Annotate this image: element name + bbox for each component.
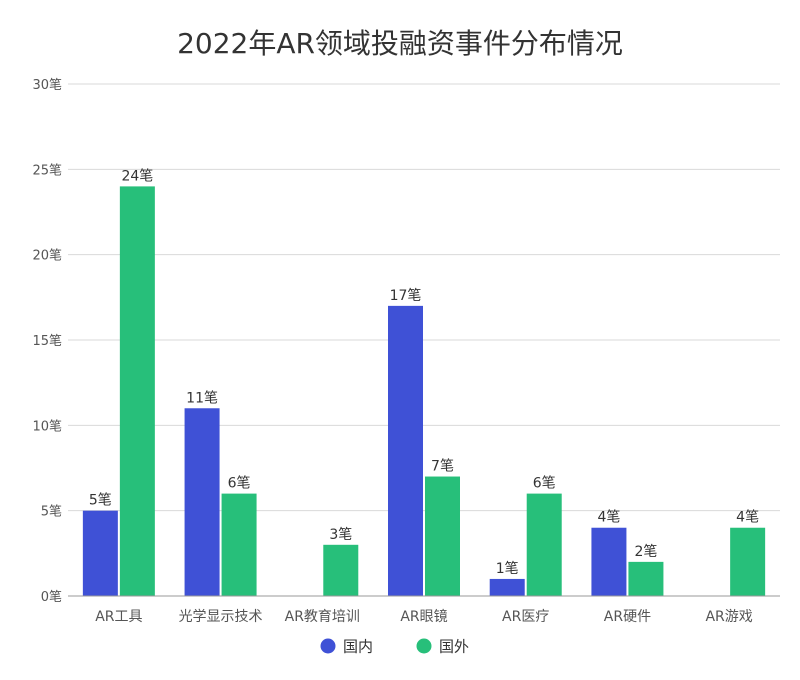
bar-foreign: [628, 561, 664, 596]
bar-domestic: [388, 305, 423, 596]
bar-domestic: [82, 510, 118, 596]
x-axis-categories: AR工具 光学显示技术 AR教育培训 AR眼镜 AR医疗 AR硬件 AR游戏: [95, 609, 753, 625]
x-category-label: AR医疗: [502, 609, 549, 625]
data-label: 6笔: [533, 476, 556, 492]
data-label: 4笔: [597, 510, 620, 526]
grid-lines: [68, 83, 780, 512]
x-category-label: AR工具: [95, 609, 142, 625]
legend: 国内 国外: [320, 638, 470, 656]
data-label: 5笔: [89, 493, 112, 509]
legend-swatch: [416, 638, 432, 654]
data-label: 24笔: [121, 168, 153, 184]
y-axis-ticks: 0笔 5笔 10笔 15笔 20笔 25笔 30笔: [32, 77, 62, 605]
legend-swatch: [320, 638, 336, 654]
data-label: 6笔: [228, 476, 251, 492]
y-tick-label: 0笔: [41, 589, 62, 605]
data-label: 4笔: [736, 510, 759, 526]
x-category-label: AR眼镜: [400, 609, 447, 625]
legend-item-domestic[interactable]: 国内: [320, 638, 374, 656]
bars: [82, 186, 766, 596]
bar-foreign: [425, 476, 460, 596]
legend-item-foreign[interactable]: 国外: [416, 638, 470, 656]
bar-foreign: [730, 527, 766, 596]
bar-domestic: [184, 408, 220, 596]
y-tick-label: 30笔: [32, 77, 62, 93]
y-tick-label: 20笔: [32, 248, 62, 264]
bar-foreign: [221, 493, 257, 596]
x-category-label: 光学显示技术: [179, 609, 263, 625]
data-label: 1笔: [496, 561, 519, 577]
x-category-label: AR游戏: [705, 609, 752, 625]
x-category-label: AR硬件: [604, 609, 651, 625]
data-label: 7笔: [431, 459, 454, 475]
y-tick-label: 15笔: [32, 333, 62, 349]
y-tick-label: 10笔: [32, 418, 62, 434]
bar-domestic: [489, 578, 525, 596]
bar-foreign: [526, 493, 562, 596]
data-label: 3笔: [329, 527, 352, 543]
data-labels: 5笔 24笔 11笔 6笔 3笔 17笔 7笔 1笔 6笔 4笔 2笔 4笔: [89, 168, 759, 577]
bar-domestic: [591, 527, 627, 596]
y-tick-label: 25笔: [32, 162, 62, 178]
y-tick-label: 5笔: [41, 504, 62, 520]
bar-foreign: [119, 186, 155, 596]
data-label: 17笔: [390, 288, 422, 304]
chart-title: 2022年AR领域投融资事件分布情况: [177, 27, 623, 60]
legend-label: 国内: [343, 638, 373, 656]
bar-foreign: [323, 544, 359, 596]
data-label: 2笔: [634, 544, 657, 560]
x-category-label: AR教育培训: [285, 609, 360, 625]
legend-label: 国外: [439, 638, 469, 656]
data-label: 11笔: [186, 390, 218, 406]
